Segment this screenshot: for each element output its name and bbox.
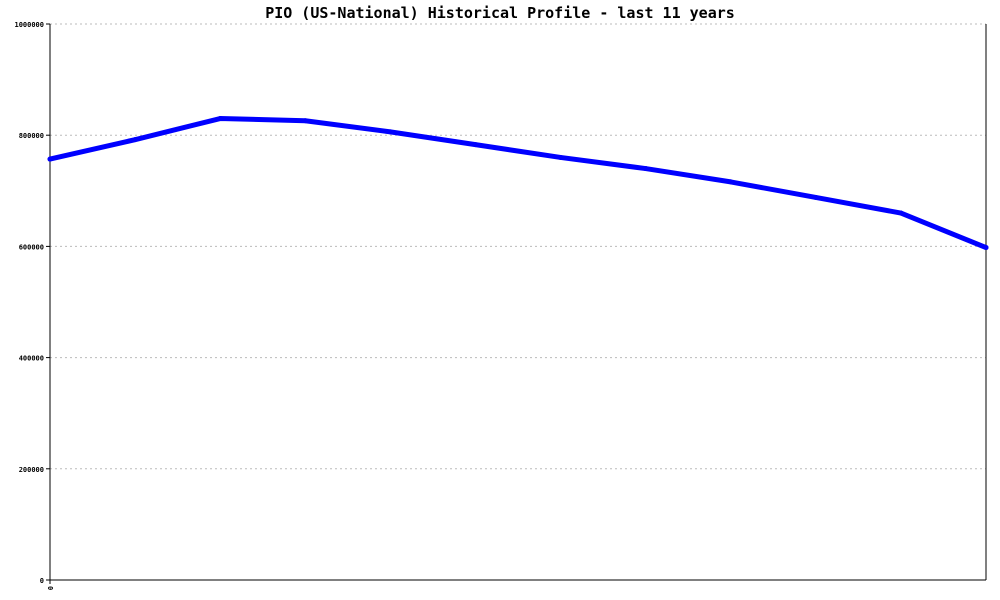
chart-title: PIO (US-National) Historical Profile - l… (265, 4, 735, 22)
data-point (132, 137, 138, 143)
y-tick-label: 600000 (19, 243, 44, 251)
x-axis-ticks: 0 (47, 580, 55, 590)
data-point (47, 156, 53, 162)
y-tick-label: 400000 (19, 355, 44, 363)
data-point (643, 166, 649, 172)
series-layer (47, 116, 989, 251)
data-point (558, 154, 564, 160)
data-point (302, 118, 308, 124)
data-point (898, 210, 904, 216)
y-tick-label: 1000000 (14, 21, 44, 29)
axes (49, 24, 987, 581)
x-tick-label: 0 (47, 586, 55, 590)
grid-lines (50, 23, 986, 470)
data-point (728, 179, 734, 185)
y-axis-ticks: 0 200000 400000 600000 800000 1000000 (14, 21, 50, 585)
y-tick-label: 0 (40, 577, 44, 585)
data-point (983, 245, 989, 251)
data-point (387, 129, 393, 135)
data-point (472, 142, 478, 148)
data-point (813, 194, 819, 200)
series-line (47, 116, 989, 251)
y-tick-label: 800000 (19, 132, 44, 140)
data-point (217, 116, 223, 122)
y-tick-label: 200000 (19, 466, 44, 474)
